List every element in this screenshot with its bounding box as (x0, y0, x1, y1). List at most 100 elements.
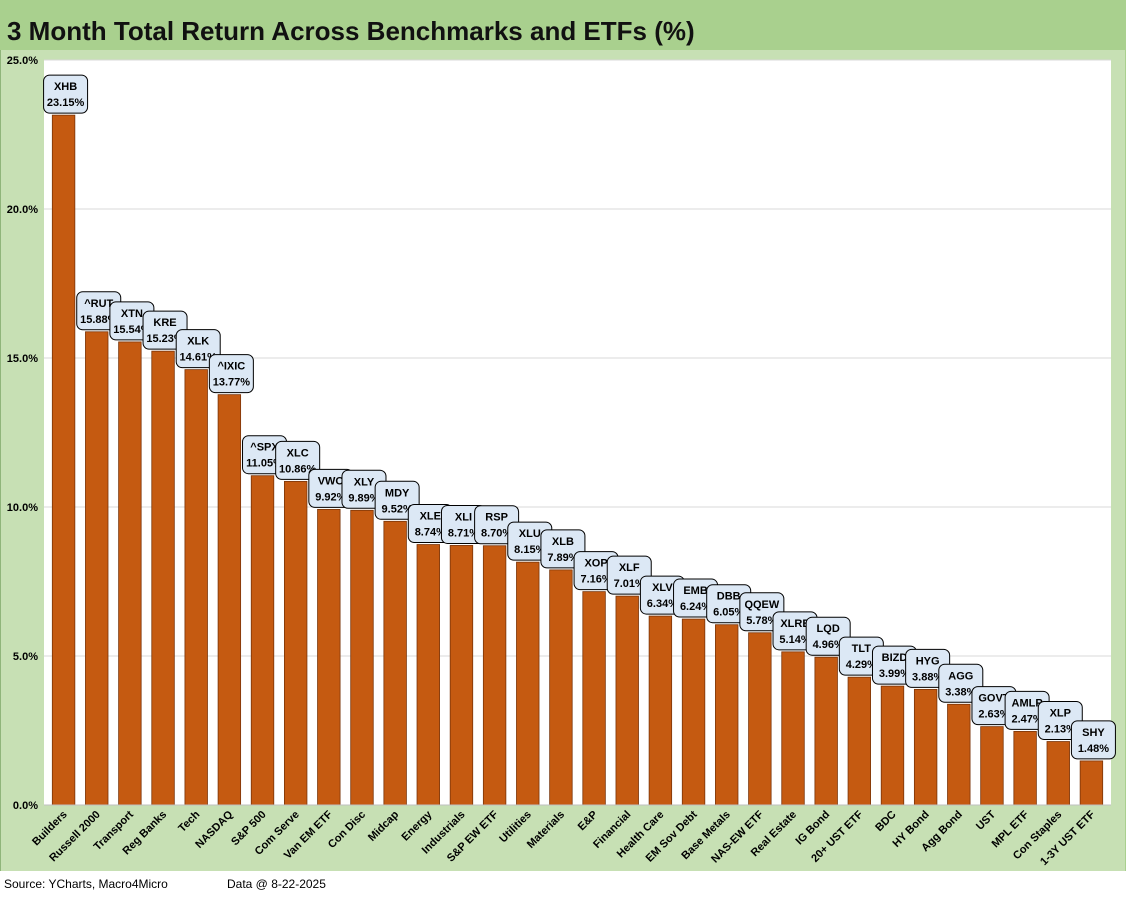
value-label: 6.05% (713, 607, 744, 619)
value-label: 6.24% (680, 601, 711, 613)
data-date-note: Data @ 8-22-2025 (227, 877, 326, 891)
ticker-label: XLU (519, 528, 541, 540)
value-label: 9.89% (348, 492, 379, 504)
value-label: 3.99% (879, 668, 910, 680)
y-tick-label: 5.0% (13, 651, 38, 663)
bar (51, 114, 76, 806)
data-label-box (43, 74, 89, 114)
ticker-label: ^RUT (84, 298, 113, 310)
ticker-label: XLB (552, 536, 574, 548)
x-tick-label: Tech (176, 808, 202, 834)
bar (947, 703, 971, 806)
value-label: 2.47% (1012, 713, 1043, 725)
ticker-label: XLV (652, 582, 673, 594)
value-label: 7.01% (614, 578, 645, 590)
ticker-label: XLRE (780, 618, 809, 630)
bar (350, 509, 374, 806)
bar (980, 726, 1004, 806)
bar (516, 561, 540, 806)
bar (85, 331, 109, 806)
value-label: 2.13% (1045, 724, 1076, 736)
bar (615, 595, 639, 806)
value-label: 15.88% (80, 314, 118, 326)
bar (814, 656, 838, 806)
chart-area: 0.0% 5.0% 10.0% 15.0% 20.0% 25.0% XHB 23.15% Bui… (0, 50, 1125, 871)
ticker-label: SHY (1082, 727, 1105, 739)
value-label: 15.54% (113, 324, 151, 336)
ticker-label: QQEW (744, 599, 779, 611)
bar (880, 685, 905, 806)
ticker-label: XLF (619, 562, 640, 574)
value-label: 8.70% (481, 528, 512, 540)
bar (715, 624, 739, 806)
bar (781, 651, 805, 806)
bar (383, 520, 407, 806)
chart-title: 3 Month Total Return Across Benchmarks a… (7, 16, 695, 46)
ticker-label: XTN (121, 308, 143, 320)
ticker-label: DBB (717, 591, 741, 603)
bar (151, 350, 175, 806)
source-note: Source: YCharts, Macro4Micro (4, 877, 168, 891)
bar (118, 341, 142, 806)
value-label: 2.63% (978, 709, 1009, 721)
value-label: 4.96% (813, 639, 844, 651)
data-label-box (208, 354, 254, 394)
value-label: 8.71% (448, 527, 479, 539)
x-tick-label: Midcap (366, 808, 401, 843)
value-label: 7.16% (580, 574, 611, 586)
value-label: 3.88% (912, 671, 943, 683)
value-label: 6.34% (647, 598, 678, 610)
bar (416, 544, 440, 806)
value-label: 10.86% (279, 463, 317, 475)
data-label-box (275, 440, 321, 480)
value-label: 9.52% (382, 503, 413, 515)
ticker-label: LQD (817, 623, 840, 635)
bar (1013, 730, 1037, 806)
bar (582, 591, 606, 806)
bar (250, 475, 275, 806)
ticker-label: XLK (187, 336, 209, 348)
value-label: 3.38% (945, 686, 976, 698)
value-label: 23.15% (47, 97, 85, 109)
y-tick-label: 0.0% (13, 800, 38, 812)
value-label: 5.78% (746, 615, 777, 627)
ticker-label: VWO (318, 475, 345, 487)
ticker-label: MDY (385, 487, 410, 499)
value-label: 11.05% (246, 458, 283, 470)
value-label: 8.74% (415, 527, 446, 539)
bar (1079, 760, 1104, 806)
bar (681, 618, 706, 806)
ticker-label: GOVT (978, 693, 1009, 705)
bar (283, 480, 308, 806)
ticker-label: AMLP (1012, 697, 1043, 709)
x-tick-label: UST (974, 808, 998, 832)
y-tick-label: 25.0% (7, 55, 38, 67)
bar (184, 369, 208, 806)
ticker-label: XLY (354, 476, 375, 488)
ticker-label: AGG (948, 670, 973, 682)
value-label: 13.77% (213, 377, 251, 389)
ticker-label: XLI (455, 511, 472, 523)
bar-chart: 0.0%5.0%10.0%15.0%20.0%25.0%XHB23.15%Bui… (7, 55, 1116, 868)
title-bar: 3 Month Total Return Across Benchmarks a… (0, 0, 1126, 50)
ticker-label: RSP (485, 512, 508, 524)
y-tick-label: 10.0% (7, 502, 38, 514)
data-label-box (1070, 720, 1116, 760)
bar (317, 508, 341, 806)
ticker-label: XOP (584, 558, 607, 570)
ticker-label: XLC (287, 447, 309, 459)
ticker-label: TLT (852, 643, 872, 655)
bar (847, 676, 872, 806)
ticker-label: XLP (1050, 708, 1071, 720)
ticker-label: EMB (683, 585, 708, 597)
data-label-box (175, 329, 221, 369)
value-label: 8.15% (514, 544, 545, 556)
value-label: 4.29% (846, 659, 877, 671)
bar (482, 545, 507, 806)
bar (913, 688, 938, 806)
value-label: 9.92% (315, 491, 346, 503)
bar (648, 615, 673, 806)
value-label: 7.89% (547, 552, 578, 564)
ticker-label: ^SPX (250, 442, 279, 454)
x-tick-label: E&P (576, 809, 600, 833)
